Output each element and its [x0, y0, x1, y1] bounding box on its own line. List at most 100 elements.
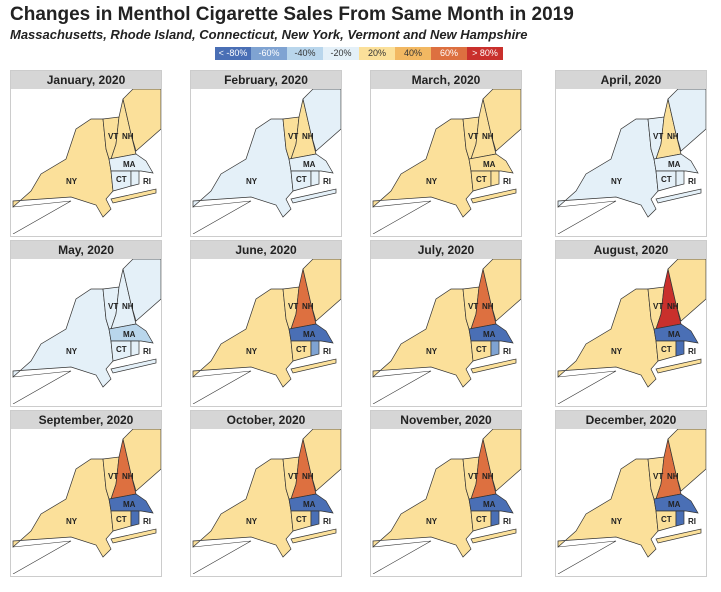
state-ri [130, 340, 140, 357]
chart-subtitle: Massachusetts, Rhode Island, Connecticut… [10, 27, 528, 42]
state-label: VT [653, 302, 663, 311]
state-label: NH [667, 132, 679, 141]
state-label: MA [483, 160, 496, 169]
map-panel: March, 2020 NY VT NH MA CT RI [370, 70, 522, 237]
state-ri [310, 340, 320, 357]
panel-title: April, 2020 [556, 71, 706, 89]
state-me [122, 259, 161, 322]
map-panel: April, 2020 NY VT NH MA CT RI [555, 70, 707, 237]
state-li [655, 358, 702, 374]
state-me [667, 259, 706, 322]
state-ny [557, 288, 659, 388]
state-me [302, 429, 341, 492]
state-label: NY [246, 177, 258, 186]
state-label: CT [476, 175, 487, 184]
state-label: NH [122, 472, 134, 481]
map-panel: January, 2020 NY VT NH MA CT RI [10, 70, 162, 237]
state-label: MA [668, 330, 681, 339]
state-label: CT [296, 175, 307, 184]
state-label: NH [122, 302, 134, 311]
state-me [482, 259, 521, 322]
legend-item: -60% [251, 47, 287, 60]
state-label: RI [688, 177, 696, 186]
map-panel: May, 2020 NY VT NH MA CT RI [10, 240, 162, 407]
state-label: NY [611, 517, 623, 526]
map-panel: October, 2020 NY VT NH MA CT RI [190, 410, 342, 577]
state-label: VT [108, 302, 118, 311]
panel-title: November, 2020 [371, 411, 521, 429]
legend-item: -20% [323, 47, 359, 60]
state-me [667, 89, 706, 152]
state-ri [675, 510, 685, 527]
state-ny [557, 118, 659, 218]
state-label: CT [476, 515, 487, 524]
state-me [302, 89, 341, 152]
state-label: NY [66, 177, 78, 186]
state-ny [557, 458, 659, 558]
state-label: MA [303, 160, 316, 169]
state-label: MA [483, 330, 496, 339]
state-label: CT [476, 345, 487, 354]
state-label: NH [482, 302, 494, 311]
state-label: VT [653, 132, 663, 141]
state-label: NH [667, 472, 679, 481]
state-label: CT [116, 515, 127, 524]
state-ny [12, 288, 114, 388]
state-li [290, 358, 337, 374]
state-li [110, 528, 157, 544]
state-label: NY [611, 347, 623, 356]
state-label: CT [296, 515, 307, 524]
panel-title: December, 2020 [556, 411, 706, 429]
state-label: MA [123, 330, 136, 339]
state-label: VT [468, 302, 478, 311]
state-label: NH [302, 132, 314, 141]
state-label: RI [143, 177, 151, 186]
state-label: RI [688, 517, 696, 526]
state-label: NH [302, 472, 314, 481]
state-ny [12, 458, 114, 558]
state-ny [192, 288, 294, 388]
chart-title: Changes in Menthol Cigarette Sales From … [10, 4, 574, 25]
map-panel: December, 2020 NY VT NH MA CT RI [555, 410, 707, 577]
state-me [482, 429, 521, 492]
state-label: CT [661, 175, 672, 184]
state-me [667, 429, 706, 492]
state-label: MA [123, 160, 136, 169]
state-li [655, 528, 702, 544]
state-label: MA [483, 500, 496, 509]
state-label: CT [116, 175, 127, 184]
state-me [122, 89, 161, 152]
state-label: RI [323, 517, 331, 526]
state-ri [490, 340, 500, 357]
panel-title: August, 2020 [556, 241, 706, 259]
state-label: RI [688, 347, 696, 356]
state-ny [372, 118, 474, 218]
map-panel: June, 2020 NY VT NH MA CT RI [190, 240, 342, 407]
legend-item: 40% [395, 47, 431, 60]
state-label: CT [661, 515, 672, 524]
state-label: RI [143, 347, 151, 356]
state-ri [490, 510, 500, 527]
legend-item: 20% [359, 47, 395, 60]
legend-item: 60% [431, 47, 467, 60]
panel-title: May, 2020 [11, 241, 161, 259]
state-li [290, 188, 337, 204]
state-ny [372, 288, 474, 388]
state-label: MA [303, 330, 316, 339]
state-label: NY [426, 177, 438, 186]
legend-item: < -80% [215, 47, 251, 60]
map-panel: July, 2020 NY VT NH MA CT RI [370, 240, 522, 407]
state-label: VT [653, 472, 663, 481]
state-label: NH [482, 472, 494, 481]
state-li [470, 528, 517, 544]
panel-title: July, 2020 [371, 241, 521, 259]
state-label: VT [108, 132, 118, 141]
state-label: NY [426, 347, 438, 356]
state-li [290, 528, 337, 544]
state-label: CT [661, 345, 672, 354]
state-label: CT [116, 345, 127, 354]
map-panel: August, 2020 NY VT NH MA CT RI [555, 240, 707, 407]
state-label: MA [668, 160, 681, 169]
state-label: NH [482, 132, 494, 141]
panel-title: February, 2020 [191, 71, 341, 89]
